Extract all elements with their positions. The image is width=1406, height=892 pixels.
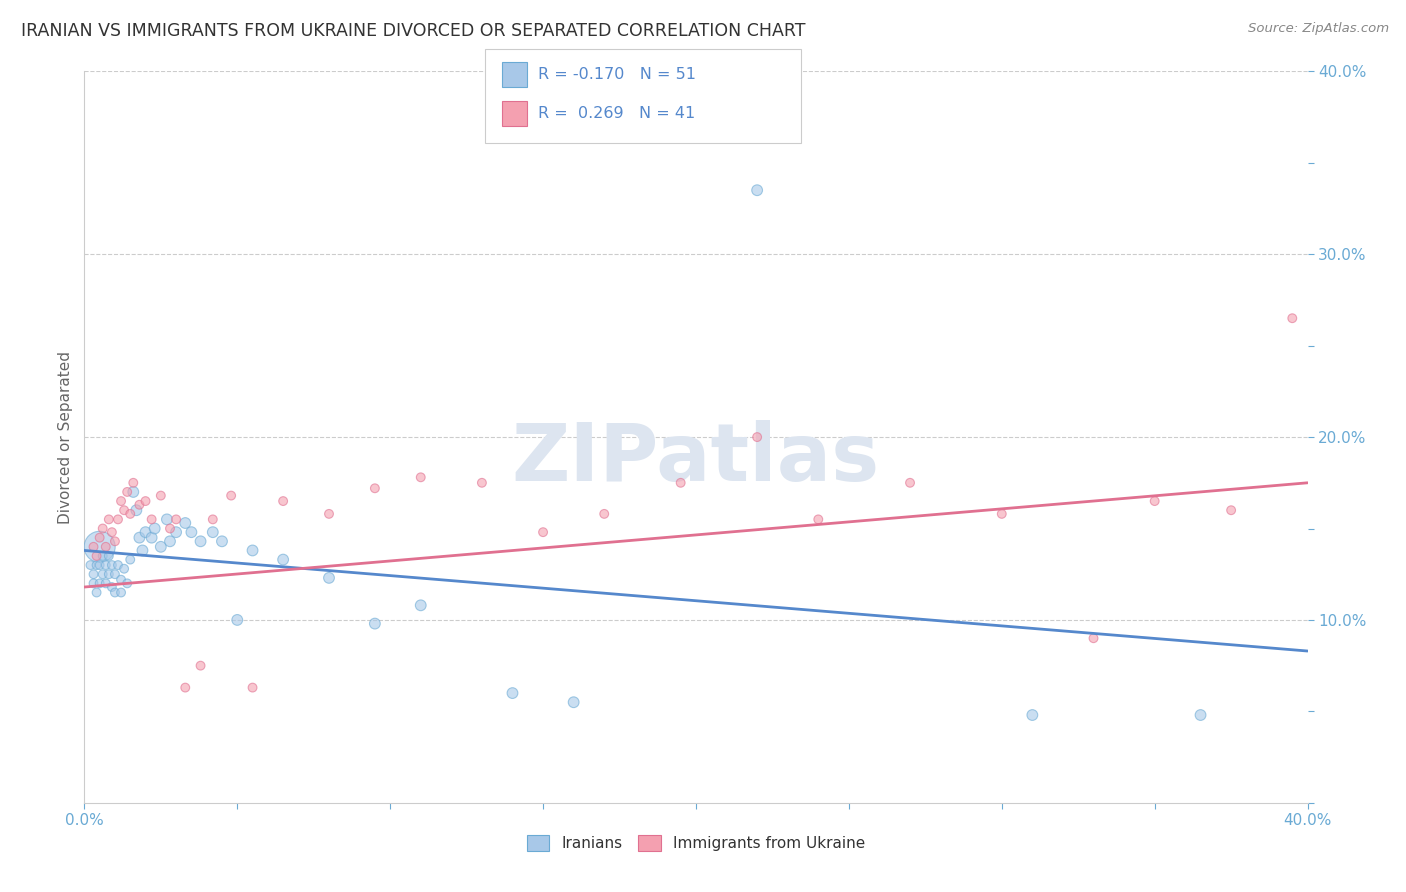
Point (190, 534, 212, 549)
Point (531, 525, 554, 540)
Y-axis label: Divorced or Separated: Divorced or Separated (58, 351, 73, 524)
Point (141, 531, 163, 545)
Point (991, 507, 1014, 521)
Point (83, 540, 105, 554)
Point (165, 512, 187, 526)
Point (1281, 311, 1303, 326)
Point (101, 580, 124, 594)
Point (502, 686, 524, 700)
Point (86, 585, 108, 599)
Point (112, 503, 135, 517)
Point (104, 585, 127, 599)
Point (1189, 708, 1212, 723)
Point (101, 525, 124, 540)
Point (471, 475, 494, 490)
Point (97, 567, 120, 582)
Point (318, 507, 340, 521)
Point (125, 503, 148, 517)
Point (1021, 708, 1043, 723)
Point (219, 489, 242, 503)
Point (1220, 503, 1243, 517)
Point (94, 576, 117, 591)
Point (135, 494, 157, 508)
Point (226, 613, 249, 627)
Point (110, 573, 132, 587)
Point (101, 558, 124, 573)
Point (159, 534, 181, 549)
Text: ZIPatlas: ZIPatlas (512, 420, 880, 498)
Point (271, 552, 294, 566)
Point (89, 576, 111, 591)
Point (156, 512, 179, 526)
Point (364, 481, 387, 495)
Point (115, 576, 138, 591)
Point (149, 540, 172, 554)
Point (201, 525, 224, 540)
Text: Source: ZipAtlas.com: Source: ZipAtlas.com (1249, 22, 1389, 36)
Point (131, 543, 153, 558)
Point (94, 558, 117, 573)
Point (112, 562, 135, 576)
Point (107, 558, 129, 573)
Point (190, 658, 212, 673)
Point (115, 485, 138, 500)
Point (128, 498, 150, 512)
Point (174, 516, 197, 530)
Point (135, 525, 157, 540)
Point (94, 540, 117, 554)
Point (91, 567, 114, 582)
Point (807, 512, 830, 526)
Point (318, 571, 340, 585)
Point (122, 485, 145, 500)
Point (747, 430, 769, 444)
Point (562, 695, 585, 709)
Point (120, 552, 142, 566)
Point (180, 525, 202, 540)
Legend: Iranians, Immigrants from Ukraine: Iranians, Immigrants from Ukraine (520, 830, 872, 857)
Point (898, 475, 921, 490)
Point (86, 549, 108, 563)
Point (271, 494, 294, 508)
Point (747, 183, 769, 197)
Point (110, 585, 132, 599)
Point (364, 616, 387, 631)
Point (83, 567, 105, 582)
Point (89, 540, 111, 554)
Point (409, 599, 432, 613)
Point (593, 507, 616, 521)
Point (159, 521, 181, 535)
Point (122, 475, 145, 490)
Point (79, 558, 101, 573)
Point (104, 567, 127, 582)
Point (1143, 494, 1166, 508)
Point (1083, 632, 1105, 646)
Point (86, 558, 108, 573)
Point (242, 543, 264, 558)
Point (143, 521, 166, 535)
Point (110, 494, 132, 508)
Point (91, 549, 114, 563)
Point (91, 521, 114, 535)
Point (242, 681, 264, 695)
Text: R = -0.170   N = 51: R = -0.170 N = 51 (538, 67, 696, 81)
Point (201, 512, 224, 526)
Point (165, 525, 187, 540)
Point (107, 512, 129, 526)
Point (211, 534, 233, 549)
Text: IRANIAN VS IMMIGRANTS FROM UKRAINE DIVORCED OR SEPARATED CORRELATION CHART: IRANIAN VS IMMIGRANTS FROM UKRAINE DIVOR… (21, 22, 806, 40)
Point (128, 531, 150, 545)
Point (89, 531, 111, 545)
Point (104, 534, 127, 549)
Point (97, 549, 120, 563)
Point (83, 576, 105, 591)
Point (89, 558, 111, 573)
Point (120, 507, 142, 521)
Point (149, 489, 172, 503)
Point (409, 470, 432, 484)
Point (174, 681, 197, 695)
Point (669, 475, 692, 490)
Point (97, 512, 120, 526)
Text: R =  0.269   N = 41: R = 0.269 N = 41 (538, 106, 696, 120)
Point (141, 512, 163, 526)
